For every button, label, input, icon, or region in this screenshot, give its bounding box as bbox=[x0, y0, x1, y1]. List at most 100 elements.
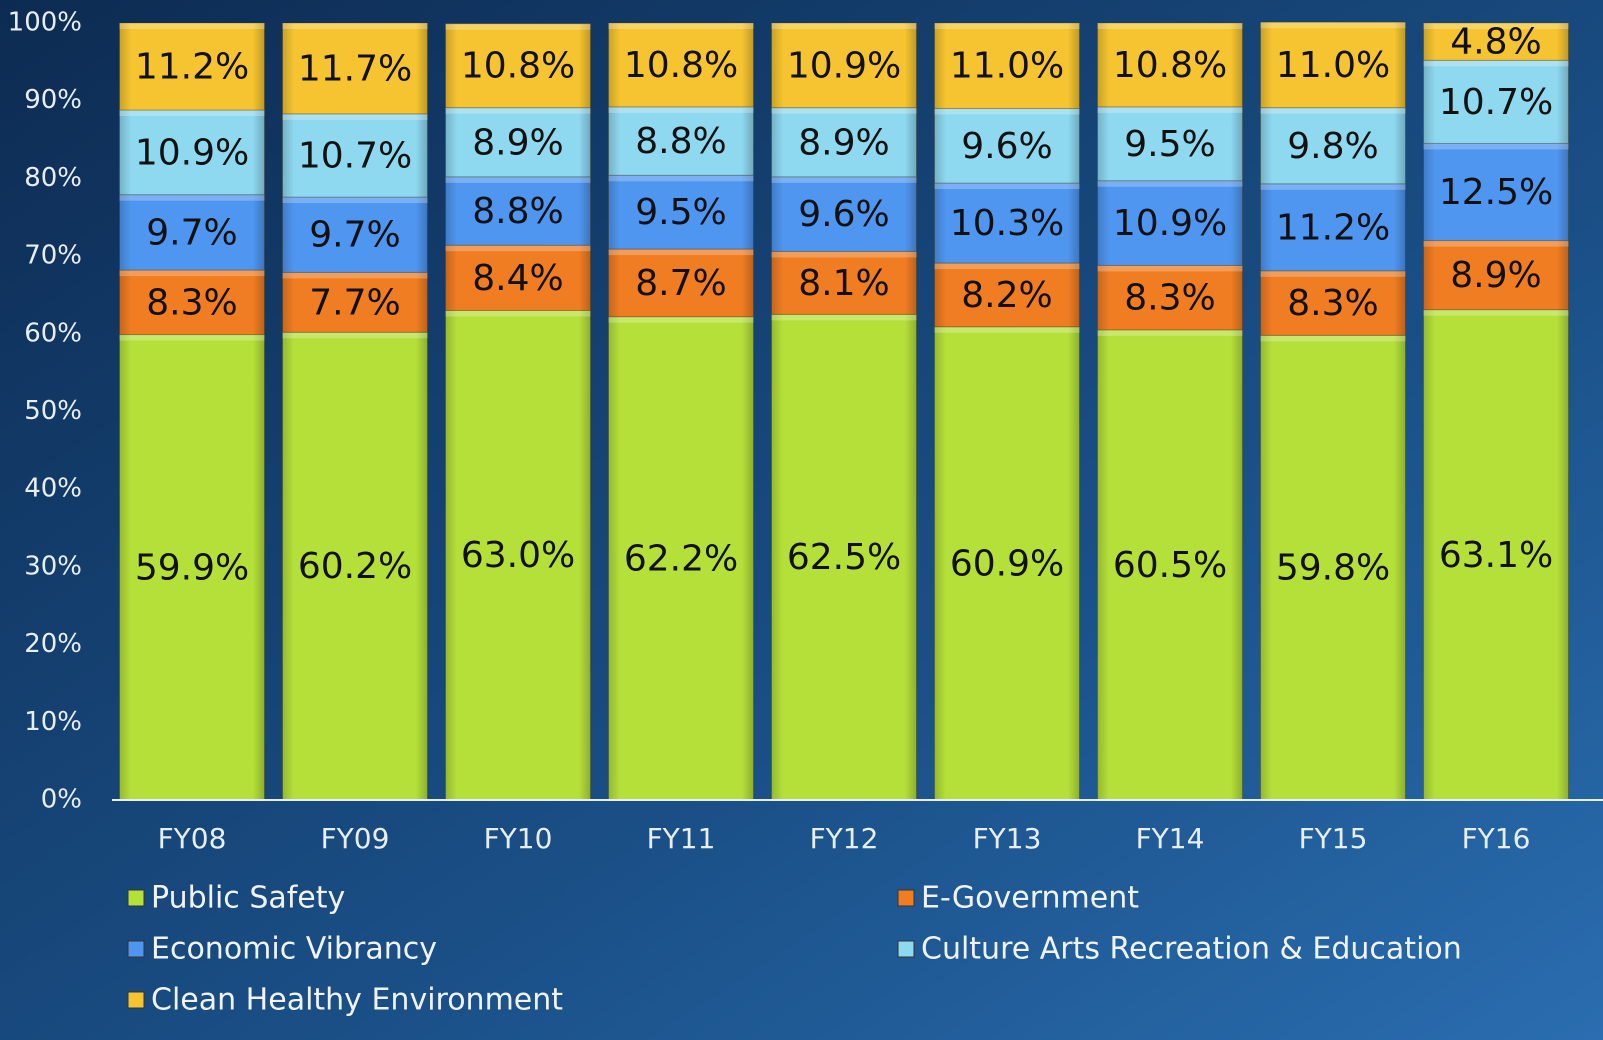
data-label: 8.9% bbox=[472, 122, 563, 163]
bar-bevel-top bbox=[608, 175, 754, 182]
data-label: 8.1% bbox=[798, 263, 889, 304]
data-label: 10.3% bbox=[950, 203, 1064, 244]
bar-bevel bbox=[1423, 143, 1569, 241]
legend-label: Clean Healthy Environment bbox=[151, 983, 563, 1018]
data-label: 10.9% bbox=[135, 132, 249, 173]
bar-bevel-top bbox=[608, 316, 754, 323]
bar-bevel bbox=[445, 107, 591, 177]
bar-bevel-top bbox=[608, 106, 754, 113]
bar-bevel-top bbox=[282, 272, 428, 279]
bar-bevel bbox=[119, 194, 265, 271]
bar-bevel-top bbox=[1423, 60, 1569, 67]
bar-bevel-top bbox=[934, 183, 1080, 190]
bar-bevel bbox=[445, 310, 591, 800]
bar-bevel-top bbox=[119, 334, 265, 341]
bar-bevel bbox=[1097, 265, 1243, 330]
bar-bevel bbox=[119, 270, 265, 335]
data-label: 62.5% bbox=[787, 537, 901, 578]
data-label: 9.5% bbox=[1124, 124, 1215, 165]
data-label: 8.4% bbox=[472, 258, 563, 299]
data-label: 63.0% bbox=[461, 535, 575, 576]
data-label: 9.6% bbox=[798, 194, 889, 235]
x-tick-label: FY11 bbox=[647, 822, 716, 855]
bar-bevel-top bbox=[119, 110, 265, 117]
bar-bevel bbox=[282, 272, 428, 333]
data-label: 11.2% bbox=[1276, 207, 1390, 248]
y-tick-label: 50% bbox=[24, 396, 82, 426]
bar-bevel-top bbox=[934, 23, 1080, 29]
y-tick-label: 60% bbox=[24, 318, 82, 348]
bar-bevel-top bbox=[1097, 23, 1243, 29]
bar-bevel-top bbox=[1260, 107, 1406, 114]
data-label: 9.7% bbox=[309, 215, 400, 256]
bar-bevel bbox=[608, 249, 754, 317]
x-tick-label: FY16 bbox=[1462, 822, 1531, 855]
y-tick-label: 0% bbox=[41, 785, 82, 815]
bar-bevel bbox=[934, 23, 1080, 109]
bar-bevel-top bbox=[1097, 106, 1243, 113]
bar-bevel bbox=[934, 183, 1080, 264]
bar-bevel-top bbox=[608, 23, 754, 29]
bar-bevel-top bbox=[119, 194, 265, 201]
bar-bevel bbox=[771, 23, 917, 108]
data-label: 10.7% bbox=[298, 135, 412, 176]
data-label: 8.9% bbox=[798, 122, 889, 163]
bar-bevel bbox=[771, 314, 917, 800]
data-label: 10.7% bbox=[1439, 82, 1553, 123]
data-label: 10.9% bbox=[787, 45, 901, 86]
data-label: 4.8% bbox=[1450, 22, 1541, 63]
bar-bevel-top bbox=[282, 113, 428, 120]
bar-bevel bbox=[282, 197, 428, 273]
data-label: 8.9% bbox=[1450, 255, 1541, 296]
bar-bevel bbox=[771, 176, 917, 252]
bar-bevel-top bbox=[934, 108, 1080, 115]
bar-bevel bbox=[1423, 60, 1569, 144]
x-tick-label: FY09 bbox=[321, 822, 390, 855]
legend-swatch bbox=[897, 889, 915, 907]
y-tick-label: 20% bbox=[24, 629, 82, 659]
bar-bevel bbox=[1097, 180, 1243, 266]
bar-bevel bbox=[282, 113, 428, 198]
bar-bevel bbox=[445, 176, 591, 246]
bar-bevel-top bbox=[282, 23, 428, 29]
bar-bevel-top bbox=[771, 23, 917, 29]
bar-bevel-top bbox=[1260, 335, 1406, 342]
bar-bevel bbox=[445, 245, 591, 311]
data-label: 8.8% bbox=[635, 121, 726, 162]
data-label: 11.0% bbox=[950, 46, 1064, 87]
data-label: 63.1% bbox=[1439, 535, 1553, 576]
bar-bevel bbox=[1260, 183, 1406, 271]
bar-bevel-top bbox=[119, 23, 265, 29]
bar-bevel-top bbox=[1260, 270, 1406, 277]
bar-bevel-top bbox=[282, 332, 428, 339]
bar-bevel bbox=[608, 106, 754, 176]
x-tick-label: FY12 bbox=[810, 822, 879, 855]
bar-bevel-top bbox=[445, 23, 591, 30]
x-tick-label: FY14 bbox=[1136, 822, 1205, 855]
legend-label: Economic Vibrancy bbox=[151, 932, 437, 967]
bar-bevel bbox=[119, 110, 265, 195]
data-label: 9.5% bbox=[635, 192, 726, 233]
bar-bevel bbox=[771, 107, 917, 177]
x-tick-label: FY13 bbox=[973, 822, 1042, 855]
data-label: 10.8% bbox=[1113, 45, 1227, 86]
data-label: 60.2% bbox=[298, 546, 412, 587]
bar-bevel-top bbox=[119, 270, 265, 277]
bar-bevel-top bbox=[1423, 240, 1569, 247]
bar-bevel bbox=[119, 23, 265, 111]
legend-swatch bbox=[897, 940, 915, 958]
bar-bevel bbox=[934, 108, 1080, 184]
bar-bevel-top bbox=[1097, 180, 1243, 187]
data-label: 10.8% bbox=[624, 45, 738, 86]
bar-bevel-top bbox=[771, 107, 917, 114]
bar-bevel bbox=[1260, 335, 1406, 800]
bar-bevel bbox=[1260, 22, 1406, 108]
bar-bevel-top bbox=[608, 249, 754, 256]
data-label: 12.5% bbox=[1439, 172, 1553, 213]
bar-bevel-top bbox=[282, 197, 428, 204]
bar-bevel-top bbox=[771, 176, 917, 183]
bar-bevel bbox=[608, 23, 754, 107]
data-label: 59.9% bbox=[135, 547, 249, 588]
data-label: 9.8% bbox=[1287, 126, 1378, 167]
legend-label: E-Government bbox=[921, 881, 1139, 916]
